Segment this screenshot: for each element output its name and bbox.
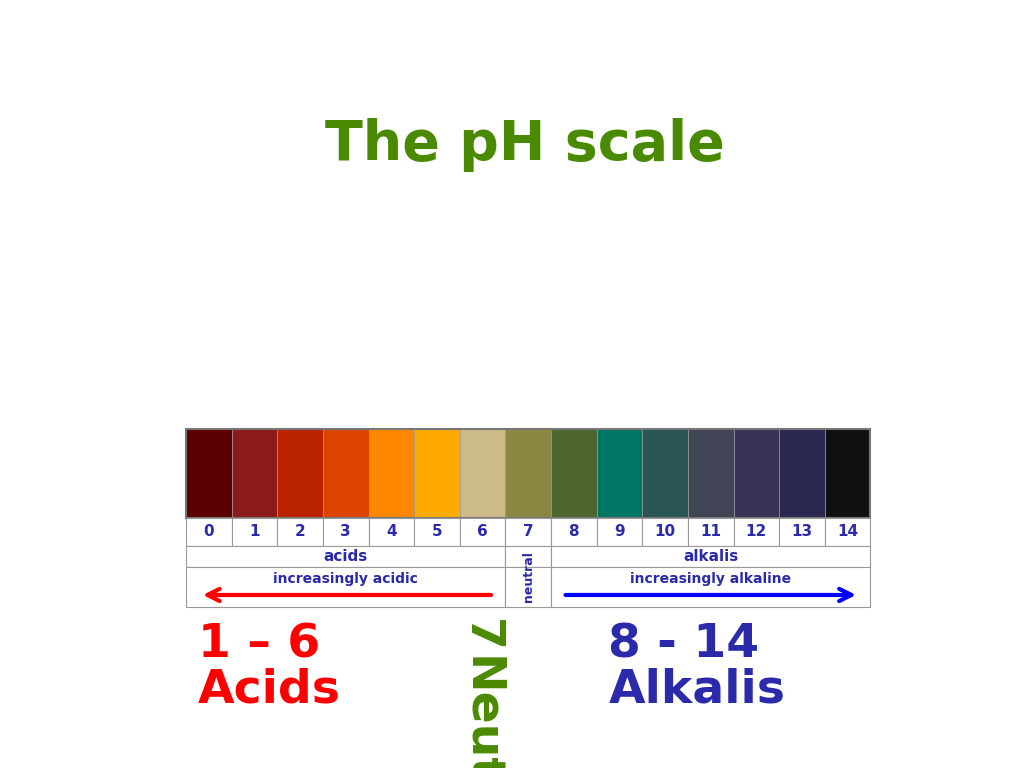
Bar bbox=[551, 568, 870, 607]
Bar bbox=[460, 429, 506, 518]
Text: 4: 4 bbox=[386, 525, 396, 539]
Bar bbox=[369, 429, 415, 518]
Bar bbox=[506, 568, 551, 607]
Bar bbox=[278, 518, 323, 546]
Bar bbox=[186, 568, 506, 607]
Bar bbox=[186, 518, 231, 546]
Text: 7: 7 bbox=[523, 525, 534, 539]
Text: 7: 7 bbox=[458, 619, 503, 652]
Bar bbox=[642, 429, 688, 518]
Text: alkalis: alkalis bbox=[683, 549, 738, 564]
Bar bbox=[278, 429, 323, 518]
Bar bbox=[779, 518, 824, 546]
Text: Alkalis: Alkalis bbox=[608, 667, 785, 713]
Bar bbox=[597, 518, 642, 546]
Bar bbox=[231, 518, 278, 546]
Bar bbox=[688, 518, 733, 546]
Bar bbox=[506, 546, 551, 568]
Text: increasingly alkaline: increasingly alkaline bbox=[630, 572, 792, 586]
Bar bbox=[688, 429, 733, 518]
Bar bbox=[415, 518, 460, 546]
Bar bbox=[369, 518, 415, 546]
Bar bbox=[551, 546, 870, 568]
Text: 12: 12 bbox=[745, 525, 767, 539]
Text: 13: 13 bbox=[792, 525, 813, 539]
Bar bbox=[186, 429, 231, 518]
Bar bbox=[186, 429, 870, 518]
Text: neutral: neutral bbox=[522, 551, 535, 602]
Text: 0: 0 bbox=[204, 525, 214, 539]
Text: 14: 14 bbox=[837, 525, 858, 539]
Text: 2: 2 bbox=[295, 525, 305, 539]
Bar bbox=[597, 429, 642, 518]
Text: 1 – 6: 1 – 6 bbox=[198, 623, 319, 667]
Text: 9: 9 bbox=[614, 525, 625, 539]
Text: 3: 3 bbox=[341, 525, 351, 539]
Bar bbox=[824, 518, 870, 546]
Bar bbox=[824, 429, 870, 518]
Bar bbox=[231, 429, 278, 518]
Text: 1: 1 bbox=[249, 525, 260, 539]
Text: Neutral: Neutral bbox=[458, 656, 503, 768]
Text: 5: 5 bbox=[432, 525, 442, 539]
Bar bbox=[733, 518, 779, 546]
Bar bbox=[323, 518, 369, 546]
Text: increasingly acidic: increasingly acidic bbox=[273, 572, 418, 586]
Text: Acids: Acids bbox=[198, 667, 341, 713]
Text: 8 - 14: 8 - 14 bbox=[608, 623, 760, 667]
Bar bbox=[460, 518, 506, 546]
Text: 8: 8 bbox=[568, 525, 580, 539]
Bar bbox=[506, 429, 551, 518]
Text: 11: 11 bbox=[700, 525, 721, 539]
Bar bbox=[642, 518, 688, 546]
Bar bbox=[506, 518, 551, 546]
Bar bbox=[733, 429, 779, 518]
Bar bbox=[323, 429, 369, 518]
Text: The pH scale: The pH scale bbox=[325, 118, 725, 171]
Text: acids: acids bbox=[324, 549, 368, 564]
Text: 6: 6 bbox=[477, 525, 488, 539]
Bar bbox=[551, 429, 597, 518]
Bar bbox=[186, 546, 506, 568]
Bar bbox=[551, 518, 597, 546]
Text: 10: 10 bbox=[654, 525, 676, 539]
Bar bbox=[779, 429, 824, 518]
Bar bbox=[415, 429, 460, 518]
